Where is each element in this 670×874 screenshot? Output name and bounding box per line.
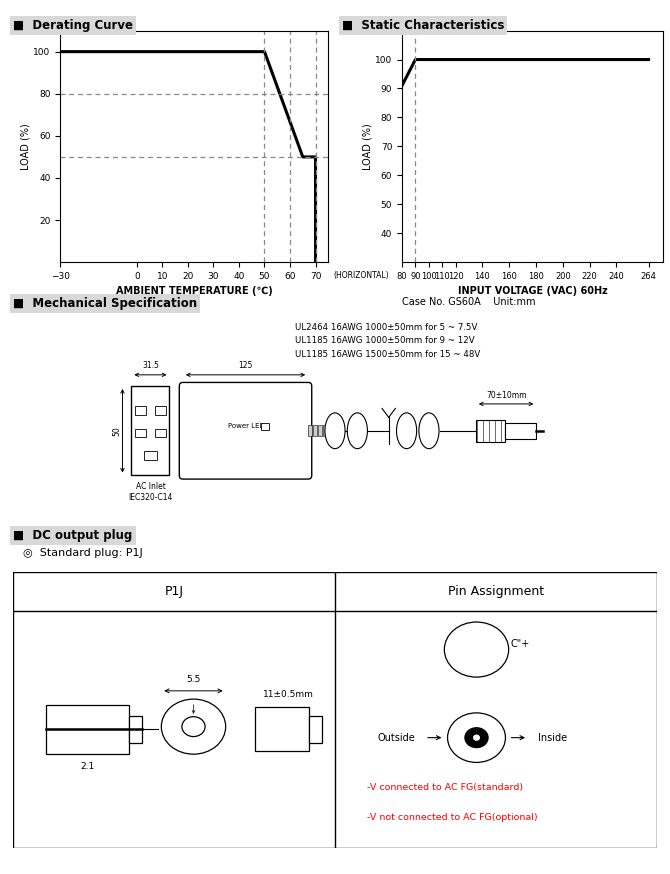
Ellipse shape bbox=[419, 413, 439, 448]
Text: 125: 125 bbox=[239, 361, 253, 371]
Ellipse shape bbox=[397, 413, 417, 448]
Bar bbox=[155, 428, 166, 438]
Y-axis label: LOAD (%): LOAD (%) bbox=[362, 123, 373, 170]
Text: ◎  Standard plug: P1J: ◎ Standard plug: P1J bbox=[23, 548, 143, 558]
Bar bbox=[323, 426, 327, 436]
Text: 50: 50 bbox=[112, 426, 121, 435]
Bar bbox=[131, 386, 170, 475]
Bar bbox=[328, 426, 332, 436]
X-axis label: AMBIENT TEMPERATURE (℃): AMBIENT TEMPERATURE (℃) bbox=[116, 287, 273, 296]
Bar bbox=[261, 423, 269, 430]
Bar bbox=[313, 426, 317, 436]
Bar bbox=[46, 704, 129, 754]
Bar bbox=[476, 420, 505, 442]
Text: Case No. GS60A    Unit:mm: Case No. GS60A Unit:mm bbox=[402, 297, 535, 307]
Circle shape bbox=[182, 717, 205, 737]
Circle shape bbox=[448, 713, 505, 762]
Text: 2.1: 2.1 bbox=[80, 762, 94, 772]
Text: 5.5: 5.5 bbox=[186, 676, 201, 684]
X-axis label: INPUT VOLTAGE (VAC) 60Hz: INPUT VOLTAGE (VAC) 60Hz bbox=[458, 287, 608, 296]
Text: ■  Derating Curve: ■ Derating Curve bbox=[13, 19, 133, 32]
Bar bbox=[155, 406, 166, 415]
Bar bbox=[135, 406, 146, 415]
Bar bbox=[129, 716, 142, 743]
Circle shape bbox=[444, 622, 509, 677]
Bar bbox=[505, 423, 536, 439]
Circle shape bbox=[473, 735, 480, 740]
Bar bbox=[308, 426, 312, 436]
FancyBboxPatch shape bbox=[180, 383, 312, 479]
Text: ■  Mechanical Specification: ■ Mechanical Specification bbox=[13, 297, 198, 310]
Y-axis label: LOAD (%): LOAD (%) bbox=[21, 123, 31, 170]
Text: 11±0.5mm: 11±0.5mm bbox=[263, 690, 314, 699]
Ellipse shape bbox=[347, 413, 367, 448]
Circle shape bbox=[465, 728, 488, 747]
Text: UL2464 16AWG 1000±50mm for 5 ~ 7.5V: UL2464 16AWG 1000±50mm for 5 ~ 7.5V bbox=[295, 323, 477, 332]
Text: 31.5: 31.5 bbox=[142, 361, 159, 371]
Text: Power LED: Power LED bbox=[228, 423, 265, 429]
Text: -V not connected to AC FG(optional): -V not connected to AC FG(optional) bbox=[367, 813, 538, 822]
Bar bbox=[318, 426, 322, 436]
Text: -V connected to AC FG(standard): -V connected to AC FG(standard) bbox=[367, 783, 523, 792]
Text: Inside: Inside bbox=[537, 732, 567, 743]
Text: (HORIZONTAL): (HORIZONTAL) bbox=[334, 272, 389, 281]
Bar bbox=[310, 716, 322, 743]
Text: AC Inlet
IEC320-C14: AC Inlet IEC320-C14 bbox=[128, 482, 173, 502]
Text: UL1185 16AWG 1000±50mm for 9 ~ 12V: UL1185 16AWG 1000±50mm for 9 ~ 12V bbox=[295, 336, 474, 345]
Text: 70±10mm: 70±10mm bbox=[486, 392, 527, 400]
Text: P1J: P1J bbox=[165, 586, 184, 598]
Bar bbox=[255, 707, 310, 752]
Text: UL1185 16AWG 1500±50mm for 15 ~ 48V: UL1185 16AWG 1500±50mm for 15 ~ 48V bbox=[295, 350, 480, 358]
Ellipse shape bbox=[325, 413, 345, 448]
Bar bbox=[144, 451, 157, 460]
Text: ■  DC output plug: ■ DC output plug bbox=[13, 529, 133, 542]
Text: ■  Static Characteristics: ■ Static Characteristics bbox=[342, 19, 504, 32]
Text: Outside: Outside bbox=[378, 732, 415, 743]
Text: C"+: C"+ bbox=[511, 639, 530, 649]
Text: Pin Assignment: Pin Assignment bbox=[448, 586, 544, 598]
Bar bbox=[135, 428, 146, 438]
Circle shape bbox=[161, 699, 226, 754]
